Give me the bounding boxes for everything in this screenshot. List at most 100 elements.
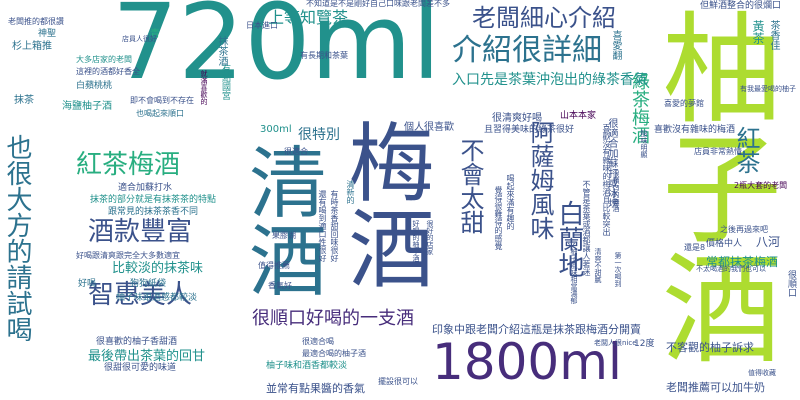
word-green: 青 [150, 29, 160, 40]
word-jam-aroma: 並常有點果醬的香氣 [266, 382, 365, 395]
word-tea-aftertaste: 最後帶出茶葉的回甘 [88, 349, 206, 364]
word-pure-umeshu-outstanding: 喜歡沒有雜味的梅酒且比較突出 [602, 124, 611, 236]
word-12-degree: 12度 [634, 339, 655, 349]
word-hakkai: 八河 [756, 235, 781, 249]
word-friendly-staff: 店員人很好 [122, 35, 157, 43]
word-long-tea: 有長期和茶葉 [300, 51, 348, 60]
word-matcha-liquor: 抹茶酒 [216, 36, 227, 66]
word-chiran-tea: 上等知覽茶 [268, 8, 349, 27]
word-suitable: 很適合喝 [302, 337, 334, 346]
word-enthusiastic: 店員非常熱情 [694, 147, 742, 156]
word-yamamoto: 山本本家 [560, 111, 597, 121]
word-owner-nice: 老闆人很nice [594, 339, 637, 347]
word-assam-flavor: 阿薩姆風味 [526, 120, 554, 240]
word-pure-umeshu: 喜歡沒有雜味的梅酒 [654, 125, 736, 135]
word-impression: 印象中跟老闆介紹這瓶是抹茶跟梅酒分開賣 [432, 323, 641, 336]
word-yuzu-sweet: 很喜歡的柚子香甜酒 [96, 337, 178, 347]
word-lovely-taste: 很甜很可愛的味道 [104, 363, 177, 373]
word-white-peach: 白蘋桃桃 [76, 81, 113, 91]
word-fav-yuzu: 有我最愛喝的柚子 [740, 85, 796, 93]
word-decor: 擺設很可以 [378, 377, 418, 386]
word-very-suitable: 很適合 [284, 147, 308, 156]
word-300ml: 300ml [260, 124, 292, 135]
word-dog-bag: 狗狗紙袋 [130, 279, 167, 289]
word-tasty-yuzu: 好喝的柚子酒 [412, 220, 420, 262]
word-joto-matcha-umeshu: 常都抹茶梅酒 [706, 255, 779, 269]
word-green-tea-umeshu: 綠茶梅酒 [629, 72, 650, 144]
word-green-tea-aroma: 入口先是茶葉沖泡出的綠茶香氣 [452, 72, 648, 88]
word-best-yuzu: 最適合喝的柚子酒 [302, 349, 366, 358]
word-yuzu-appeal: 不客觀的柚子訴求 [666, 341, 754, 354]
word-not-too-sweet: 不會太甜 [456, 138, 484, 234]
word-brandy: 白蘭地 [554, 200, 584, 278]
word-drinkable: 還有喝到適口性很好 [318, 190, 327, 262]
word-yuzu-liquor: 柚子酒 [641, 6, 780, 366]
word-fascinating: 不管是茶葉或酒都讓人著迷 [582, 180, 591, 276]
word-soda-ice: 很適合加蘇打或冰塊 [606, 118, 617, 208]
word-personal-like: 個人很喜歡 [404, 122, 454, 133]
word-recommend-great: 老闆推的都很讚 [8, 17, 64, 26]
word-tea-sweet: 有時茶香甜回味很好 [330, 190, 339, 262]
word-sugi: 杉上箱推 [12, 41, 52, 52]
word-collect: 值得收藏 [748, 369, 776, 377]
word-not-cloying: 清爽不甜膩 [594, 248, 602, 283]
word-sour: 酸味明顯 [640, 130, 648, 158]
word-favorite: 喜愛翻 [610, 30, 621, 60]
word-black-tea-umeshu: 紅茶梅酒 [76, 150, 181, 180]
word-green-tea-good: 且習得美味的綠茶很好 [484, 125, 575, 135]
word-fav-shop: 喜愛的夢館 [664, 99, 704, 108]
word-sake: 清酒 [236, 142, 326, 298]
word-sea-salt-yuzu: 海鹽柚子酒 [62, 101, 112, 112]
word-smooth-umeshu: 很順口的梅酒 [612, 170, 620, 212]
word-yuzu-light: 柚子味跟酒感都較淡 [116, 293, 198, 303]
word-tea-aroma-good: 茶香佳 [768, 20, 779, 50]
word-non-drinker: 不太喝酒的我們也可以 [696, 265, 766, 273]
word-very-special: 很特別 [298, 127, 340, 143]
word-smooth-drink: 也喝起來順口 [136, 109, 184, 118]
word-not-exist: 即不會喝到不存在 [130, 96, 194, 105]
word-first-time: 第一次喝到 [614, 252, 622, 287]
word-refreshing: 很清爽好喝 [492, 113, 542, 124]
word-recommended: 值得推薦 [258, 261, 290, 270]
word-detailed-intro: 介紹很詳細 [452, 33, 602, 68]
word-soda-water: 適合加蘇打水 [118, 183, 173, 193]
word-add-milk: 老闆推薦可以加牛奶 [666, 381, 765, 394]
word-national: 有點國宮 [220, 64, 230, 100]
word-kicha: 黃茶 [751, 20, 765, 44]
word-generous-tasting: 也很大方的請試喝 [2, 134, 32, 342]
word-yuzu-mild: 柚子味和酒香都較淡 [266, 361, 348, 371]
word-quite-like: 就滿喜歡的 [200, 70, 208, 105]
word-shinsei: 神聖 [38, 29, 57, 39]
word-still-8: 還是8 [684, 243, 706, 252]
word-very-smooth: 很順口 [786, 270, 796, 297]
word-fragrant: 這裡的酒都好香全 [76, 67, 140, 76]
word-fresh-liquor: 但鮮酒整合的很爛口 [700, 1, 782, 11]
word-owner-intro: 老闆細心介紹 [472, 4, 616, 32]
word-moderate-price: 價格中人 [706, 239, 743, 249]
word-chie-bijin: 智惠美人 [88, 280, 193, 310]
word-imported: 日本進口 [246, 21, 278, 30]
word-smooth-liquor: 很順口好喝的一支酒 [252, 308, 414, 329]
word-matcha-feature: 抹茶的部分就是有抹茶茶的特點 [90, 195, 217, 205]
word-good-shop: 很好的店家 [426, 220, 434, 255]
word-720ml: 720ml [112, 0, 441, 103]
word-light-matcha: 比較淡的抹茶味 [112, 261, 204, 276]
word-rich-yuzu: 柚子風味相當濃郁 [570, 248, 578, 304]
word-interesting: 喝起來滿有趣的 [506, 174, 515, 230]
word-two-bottles: 2瓶大套的老闆 [734, 181, 788, 190]
word-good-clear: 好喝跟清爽跟完全大多數適宜 [76, 251, 180, 260]
word-different-aroma: 跟常見的抹茶茶香不同 [108, 207, 199, 217]
word-many-owners: 大多店家的老闆 [76, 55, 132, 64]
word-fresh: 清新的 [346, 180, 355, 204]
word-rare: 覺得很難得的感覺 [494, 186, 503, 250]
word-1800ml: 1800ml [432, 333, 622, 391]
word-aroma-good: 香氣好 [268, 281, 292, 290]
word-tasty: 好喝 [78, 279, 97, 289]
word-similar-taste: 不知道是不是剛好自己口味跟老闆差不多 [306, 0, 450, 8]
word-black-tea: 紅茶 [732, 126, 760, 174]
word-umeshu: 梅酒 [333, 118, 433, 290]
word-rich-selection: 酒款豐富 [88, 217, 193, 247]
word-matcha: 抹茶 [14, 95, 34, 106]
word-come-again: 之後再過來吧 [720, 225, 768, 234]
